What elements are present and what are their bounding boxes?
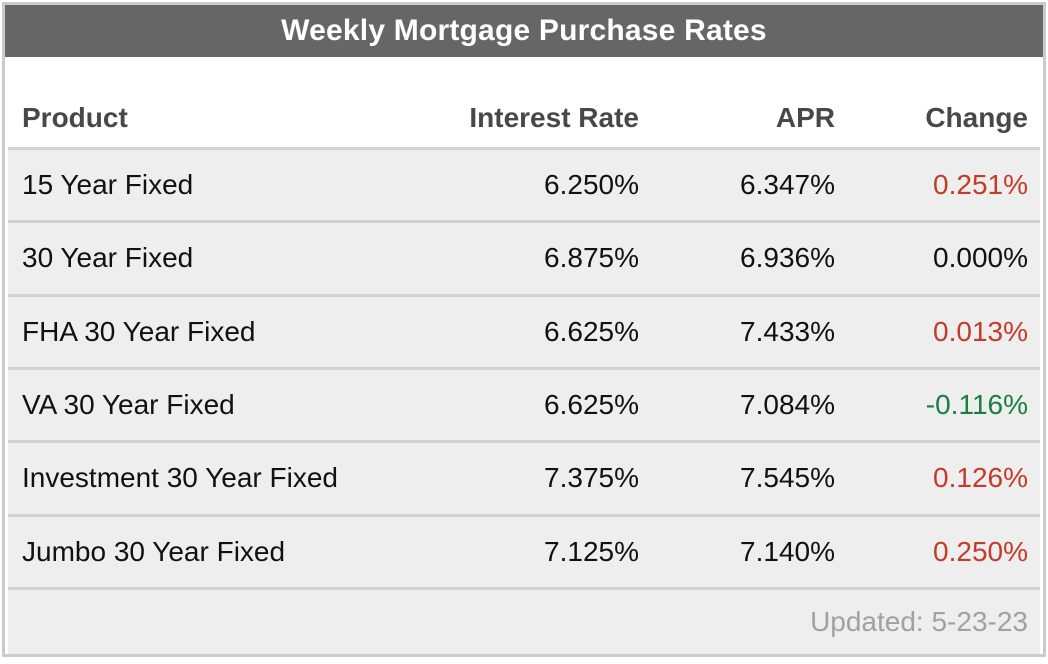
change-cell: 0.000% xyxy=(933,242,1028,274)
table-row: 30 Year Fixed 6.875% 6.936% 0.000% xyxy=(8,220,1040,294)
table-row: FHA 30 Year Fixed 6.625% 7.433% 0.013% xyxy=(8,293,1040,367)
rates-table: Product Interest Rate APR Change 15 Year… xyxy=(5,57,1043,654)
change-cell: -0.116% xyxy=(925,389,1028,421)
table-footer-row: Updated: 5-23-23 xyxy=(8,586,1040,654)
interest-rate-cell: 6.625% xyxy=(544,315,639,347)
interest-rate-cell: 6.875% xyxy=(544,242,639,274)
product-cell: VA 30 Year Fixed xyxy=(22,389,235,421)
interest-rate-cell: 7.125% xyxy=(544,535,639,567)
column-header-apr: APR xyxy=(775,102,835,133)
apr-cell: 6.936% xyxy=(740,242,835,274)
table-header-row: Product Interest Rate APR Change xyxy=(8,57,1040,147)
apr-cell: 7.140% xyxy=(740,535,835,567)
interest-rate-cell: 6.625% xyxy=(544,389,639,421)
table-row: VA 30 Year Fixed 6.625% 7.084% -0.116% xyxy=(8,366,1040,441)
table-row: 15 Year Fixed 6.250% 6.347% 0.251% xyxy=(8,147,1040,221)
updated-timestamp: Updated: 5-23-23 xyxy=(810,605,1028,637)
interest-rate-cell: 7.375% xyxy=(544,462,639,494)
widget-title-bar: Weekly Mortgage Purchase Rates xyxy=(5,5,1043,57)
table-row: Jumbo 30 Year Fixed 7.125% 7.140% 0.250% xyxy=(8,513,1040,587)
change-cell: 0.250% xyxy=(933,535,1028,567)
product-cell: 15 Year Fixed xyxy=(22,169,194,201)
change-cell: 0.013% xyxy=(933,315,1028,347)
product-cell: FHA 30 Year Fixed xyxy=(22,315,256,347)
column-header-product: Product xyxy=(22,102,128,133)
apr-cell: 7.545% xyxy=(740,462,835,494)
apr-cell: 7.433% xyxy=(740,315,835,347)
table-row: Investment 30 Year Fixed 7.375% 7.545% 0… xyxy=(8,440,1040,514)
column-header-change: Change xyxy=(925,102,1028,133)
change-cell: 0.126% xyxy=(933,462,1028,494)
column-header-interest-rate: Interest Rate xyxy=(469,102,639,133)
apr-cell: 7.084% xyxy=(740,389,835,421)
apr-cell: 6.347% xyxy=(740,169,835,201)
interest-rate-cell: 6.250% xyxy=(544,169,639,201)
product-cell: 30 Year Fixed xyxy=(22,242,194,274)
product-cell: Investment 30 Year Fixed xyxy=(22,462,338,494)
widget-title: Weekly Mortgage Purchase Rates xyxy=(281,14,767,47)
change-cell: 0.251% xyxy=(933,169,1028,201)
product-cell: Jumbo 30 Year Fixed xyxy=(22,535,286,567)
